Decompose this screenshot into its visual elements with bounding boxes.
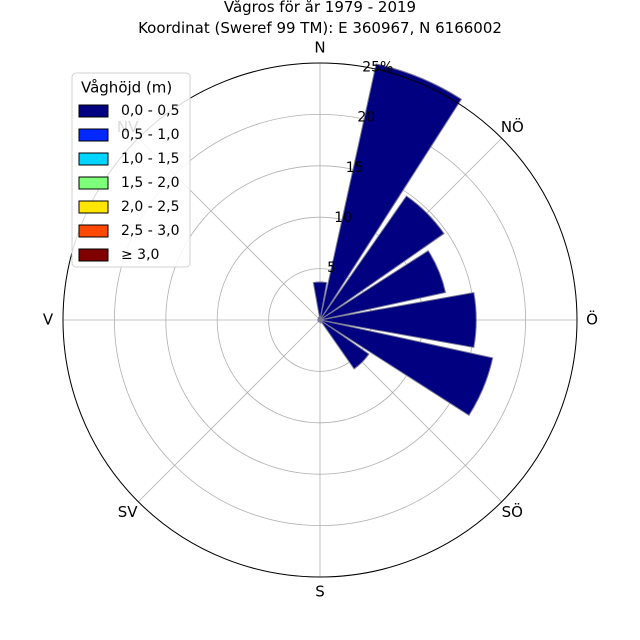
outer-circle [62, 62, 578, 578]
radial-tick-label: 10 [334, 210, 352, 226]
legend: Våghöjd (m) 0,0 - 0,5 0,5 - 1,0 1,0 - 1,5 1,… [71, 72, 191, 268]
legend-swatch [78, 224, 109, 238]
direction-label: N [314, 39, 325, 57]
legend-swatch [78, 176, 109, 190]
radial-tick-label: 5 [327, 260, 336, 276]
sector-bar-6 [319, 319, 370, 370]
legend-entry-label: 1,0 - 1,5 [121, 151, 179, 167]
legend-entry-label: 0,0 - 0,5 [121, 103, 179, 119]
legend-title: Våghöjd (m) [81, 79, 172, 97]
polar-frame [62, 62, 578, 578]
direction-label: SV [118, 503, 139, 521]
radial-tick-labels: 5 10 15 20 25% [327, 60, 393, 276]
legend-box [71, 72, 191, 268]
direction-labels: NNÖÖSÖSSVVNV [43, 39, 598, 601]
sector-bar-3 [319, 250, 447, 321]
sector-bar-0 [312, 281, 328, 321]
legend-entry-label: 2,0 - 2,5 [121, 199, 179, 215]
radial-tick-label: 20 [357, 110, 375, 126]
legend-entry-label: 1,5 - 2,0 [121, 175, 179, 191]
direction-label: V [43, 311, 54, 329]
direction-label: S [315, 583, 325, 601]
sector-bar-4 [319, 291, 477, 349]
legend-swatch [78, 128, 109, 142]
sector-bar-1 [319, 63, 463, 321]
legend-swatch [78, 104, 109, 118]
legend-entry-label: 2,5 - 3,0 [121, 223, 179, 239]
sector-bars [312, 63, 494, 417]
grid-spoke-5 [137, 319, 321, 503]
legend-swatch [78, 200, 109, 214]
direction-label: NÖ [501, 117, 524, 136]
direction-label: SÖ [502, 502, 523, 521]
legend-entry-label: ≥ 3,0 [121, 247, 159, 263]
chart-title: Vågros för år 1979 - 2019 [224, 0, 416, 16]
radial-tick-label: 15 [346, 160, 364, 176]
sector-bar-15 [317, 316, 321, 321]
sector-bar-2 [319, 195, 445, 321]
radial-tick-label: 25% [362, 60, 393, 76]
sector-bar-5 [319, 319, 494, 417]
chart-subtitle: Koordinat (Sweref 99 TM): E 360967, N 61… [138, 19, 502, 37]
legend-swatch [78, 152, 109, 166]
direction-label: Ö [586, 310, 598, 329]
legend-swatch [78, 248, 109, 262]
legend-entry-label: 0,5 - 1,0 [121, 127, 179, 143]
